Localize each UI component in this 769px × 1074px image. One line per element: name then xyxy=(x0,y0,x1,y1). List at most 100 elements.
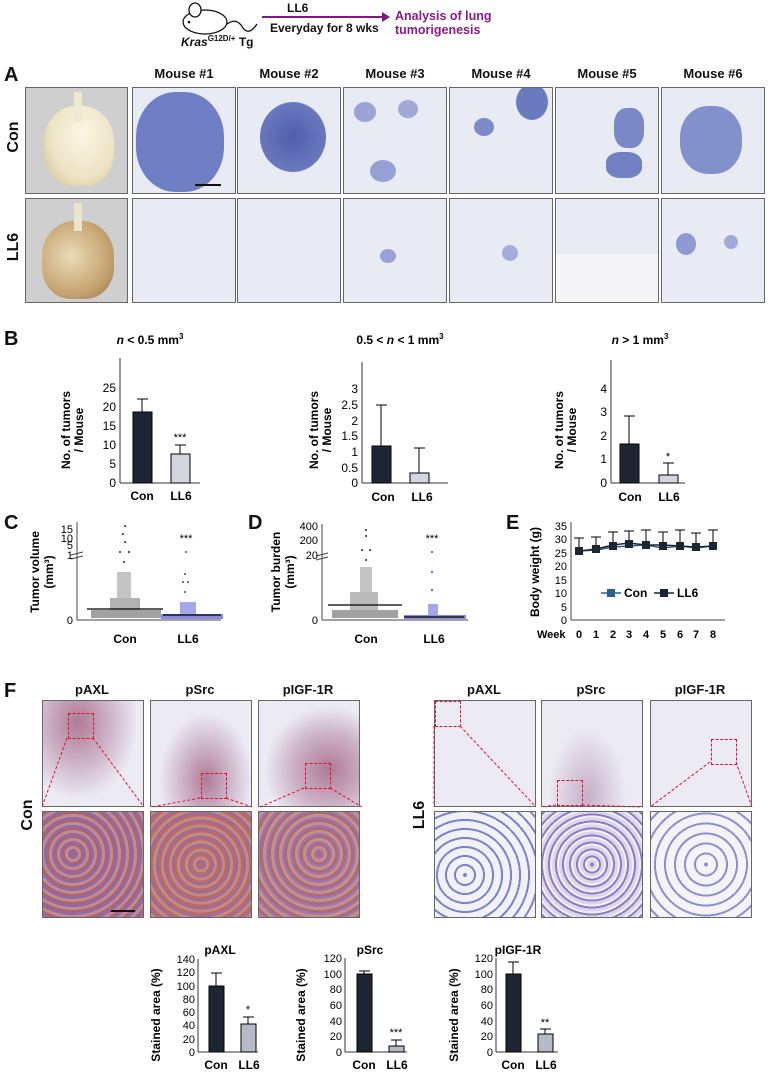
svg-text:Stained area (%): Stained area (%) xyxy=(448,968,461,1061)
ihc-con-paxl-high xyxy=(42,811,144,918)
bar-con xyxy=(208,985,225,1053)
panel-b-label: B xyxy=(4,328,19,350)
row-label-f-ll6: LL6 xyxy=(411,800,428,830)
chart-title: 0.5 < n < 1 mm3 xyxy=(356,332,444,347)
x-label-con: Con xyxy=(204,1058,227,1072)
row-label-ll6: LL6 xyxy=(5,232,22,262)
y-axis-label: Stained area (%) xyxy=(448,968,461,1061)
svg-text:0: 0 xyxy=(336,1047,342,1059)
panel-f-label: F xyxy=(4,680,17,702)
column-header-mouse-1: Mouse #1 xyxy=(154,66,214,81)
stain-header-ll6-pigf1r: pIGF-1R xyxy=(674,682,726,697)
y-axis-label: Body weight (g) xyxy=(528,527,542,617)
chart-f3: pIGF-1R Stained area (%) 0 20 40 60 80 100 120… xyxy=(448,943,558,1072)
significance-marker: *** xyxy=(426,533,440,545)
bar-ll6 xyxy=(537,1033,554,1053)
stain-header-ll6-paxl: pAXL xyxy=(467,682,501,697)
svg-text:10: 10 xyxy=(61,533,73,545)
ihc-ll6-pigf1r-low xyxy=(650,700,752,807)
y-axis-label: Stained area (%) xyxy=(295,968,308,1061)
x-label-con: Con xyxy=(130,489,153,503)
svg-text:0: 0 xyxy=(189,1047,195,1059)
y-ticks: 00.5 1 1.52 2.5 3 xyxy=(341,382,358,490)
histology-con-mouse-1 xyxy=(132,87,236,194)
svg-text:5: 5 xyxy=(660,629,666,641)
y-axis-label: Tumor burden (mm³) xyxy=(269,532,297,612)
y-axis-label: No. of tumors / Mouse xyxy=(307,391,334,469)
legend-con: Con xyxy=(624,586,647,600)
stain-header-con-pigf1r: pIGF-1R xyxy=(282,682,334,697)
x-label-ll6: LL6 xyxy=(535,1058,557,1072)
svg-text:200: 200 xyxy=(300,535,318,547)
histology-con-mouse-6 xyxy=(661,87,765,194)
zoom-connector-lines-con xyxy=(41,737,363,808)
dots-ll6 xyxy=(404,551,466,619)
stain-header-ll6-psrc: pSrc xyxy=(576,682,606,697)
svg-text:20: 20 xyxy=(481,1031,493,1043)
scale-bar xyxy=(195,184,221,186)
svg-text:20: 20 xyxy=(183,1034,195,1046)
bar-con xyxy=(505,973,522,1053)
y-axis-label: Stained area (%) xyxy=(150,968,163,1061)
x-label-ll6: LL6 xyxy=(170,489,192,503)
ihc-con-pigf1r-high xyxy=(258,811,360,918)
svg-text:80: 80 xyxy=(481,984,493,996)
x-label-con: Con xyxy=(354,632,377,646)
svg-text:20: 20 xyxy=(306,550,318,562)
y-ticks: 0 20 40 60 80 100 120 xyxy=(324,953,342,1059)
svg-text:4: 4 xyxy=(600,382,607,396)
column-header-mouse-2: Mouse #2 xyxy=(259,66,319,81)
svg-text:8: 8 xyxy=(710,629,716,641)
ihc-ll6-pigf1r-high xyxy=(650,811,752,918)
x-label-ll6: LL6 xyxy=(658,490,680,504)
mouse-icon xyxy=(182,2,258,35)
svg-text:2: 2 xyxy=(610,629,616,641)
markers xyxy=(575,540,717,555)
row-label-con: Con xyxy=(5,121,22,153)
svg-text:7: 7 xyxy=(693,629,699,641)
legend-ll6: LL6 xyxy=(677,586,699,600)
svg-text:2: 2 xyxy=(351,414,358,428)
histology-ll6-mouse-6 xyxy=(661,198,765,303)
histology-ll6-mouse-5 xyxy=(555,198,659,303)
y-ticks: 0 20 40 60 80 100 120 xyxy=(475,953,493,1059)
svg-text:400: 400 xyxy=(300,521,318,533)
svg-text:(mm³): (mm³) xyxy=(283,555,297,588)
svg-text:0: 0 xyxy=(561,615,567,627)
y-ticks: 0 5 10 15 20 25 xyxy=(103,381,117,490)
dots-ll6 xyxy=(161,551,223,619)
svg-text:4: 4 xyxy=(643,629,650,641)
svg-text:10: 10 xyxy=(103,438,117,452)
y-ticks: 0 20 200 400 xyxy=(300,521,318,627)
significance-marker: *** xyxy=(390,1027,404,1039)
svg-text:2: 2 xyxy=(600,429,607,443)
svg-text:15: 15 xyxy=(555,575,567,587)
svg-text:40: 40 xyxy=(481,1016,493,1028)
panel-d-label: D xyxy=(248,512,263,534)
y-axis-label: No. of tumors / Mouse xyxy=(555,391,579,469)
stain-header-con-psrc: pSrc xyxy=(185,682,215,697)
ihc-ll6-psrc-low xyxy=(541,700,643,807)
x-label-con: Con xyxy=(352,1058,375,1072)
svg-text:140: 140 xyxy=(177,954,195,966)
y-axis-label: Tumor volume (mm³) xyxy=(28,531,56,613)
bar-ll6 xyxy=(240,1023,257,1053)
significance-marker: ** xyxy=(541,1017,550,1029)
significance-marker: *** xyxy=(174,432,188,444)
svg-text:6: 6 xyxy=(677,629,683,641)
svg-text:2.5: 2.5 xyxy=(341,398,358,412)
panel-e-label: E xyxy=(506,512,520,534)
significance-marker: *** xyxy=(180,533,194,545)
svg-text:25: 25 xyxy=(103,381,117,395)
svg-text:120: 120 xyxy=(475,953,493,965)
svg-text:1: 1 xyxy=(593,629,599,641)
column-header-mouse-6: Mouse #6 xyxy=(683,66,743,81)
svg-text:100: 100 xyxy=(324,969,342,981)
svg-text:Week: Week xyxy=(537,629,566,641)
dots-con xyxy=(91,525,161,618)
svg-text:1: 1 xyxy=(600,452,607,466)
svg-text:(mm³): (mm³) xyxy=(42,555,56,588)
panel-c-label: C xyxy=(4,512,19,534)
